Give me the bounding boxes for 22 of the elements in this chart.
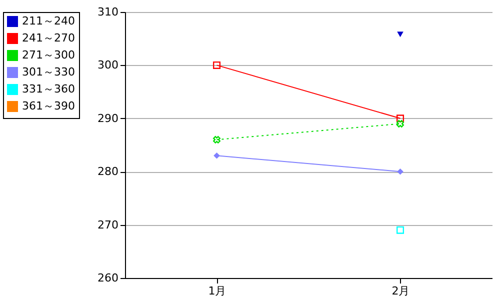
legend-label: 331～360 xyxy=(22,82,75,96)
point xyxy=(213,136,220,144)
y-tick-label: 260 xyxy=(98,272,118,284)
point xyxy=(212,61,221,69)
y-tick-label: 300 xyxy=(98,58,118,72)
legend-label: 241～270 xyxy=(22,32,75,44)
point xyxy=(396,120,404,128)
legend-label: 301～330 xyxy=(22,66,75,78)
point xyxy=(396,226,404,234)
point xyxy=(396,114,404,122)
y-tick-label: 280 xyxy=(98,165,118,178)
x-tick-label: 2月 xyxy=(392,284,410,298)
point xyxy=(397,168,404,175)
y-tick-label: 290 xyxy=(98,112,118,125)
point xyxy=(214,152,220,159)
point xyxy=(397,32,404,38)
x-tick-label: 1月 xyxy=(208,284,226,298)
legend-label: 211～240 xyxy=(22,14,75,28)
y-tick-label: 270 xyxy=(98,218,118,232)
legend-label: 361～390 xyxy=(22,100,75,112)
legend-label: 271～300 xyxy=(22,48,75,62)
y-tick-label: 310 xyxy=(98,6,118,18)
